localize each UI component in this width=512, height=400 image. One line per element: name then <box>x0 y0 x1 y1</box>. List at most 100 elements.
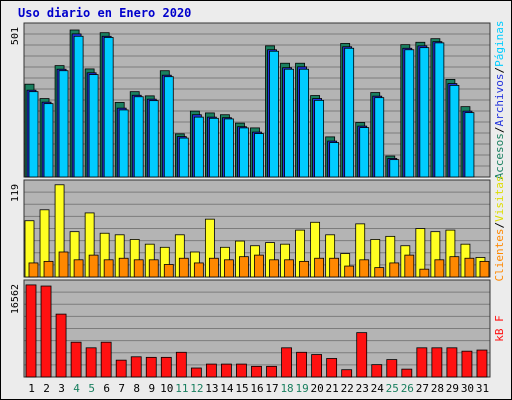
bar-kbf-day-24 <box>371 364 383 378</box>
day-label-18: 18 <box>280 382 293 395</box>
bar-clientes-day-30 <box>464 257 475 278</box>
bar-kbf-day-22 <box>341 369 353 378</box>
bar-kbf-day-20 <box>311 354 323 378</box>
bar-pginas-day-29 <box>449 84 460 178</box>
bar-pginas-day-4 <box>73 35 84 178</box>
day-label-17: 17 <box>265 382 278 395</box>
bar-kbf-day-16 <box>251 365 262 378</box>
bar-kbf-day-29 <box>446 347 458 378</box>
day-label-8: 8 <box>133 382 140 395</box>
bar-clientes-day-20 <box>314 257 325 278</box>
bar-pginas-day-10 <box>163 76 174 178</box>
bar-pginas-day-2 <box>43 103 54 178</box>
bar-clientes-day-11 <box>178 257 189 278</box>
bar-pginas-day-25 <box>389 159 400 178</box>
bar-clientes-day-7 <box>118 257 129 278</box>
bar-kbf-day-11 <box>175 351 187 378</box>
bar-kbf-day-30 <box>461 350 473 378</box>
bar-kbf-day-23 <box>356 332 368 378</box>
bar-pginas-day-19 <box>299 68 309 178</box>
bar-pginas-day-24 <box>374 97 385 178</box>
day-label-15: 15 <box>235 382 248 395</box>
bar-clientes-day-26 <box>404 254 415 278</box>
legend-panel-2-part: Visitas <box>493 176 506 222</box>
bar-clientes-day-12 <box>193 262 204 278</box>
bar-pginas-day-6 <box>103 37 114 178</box>
bar-pginas-day-23 <box>359 127 370 178</box>
legend-panel-1-part: Páginas <box>493 21 506 67</box>
bar-pginas-day-15 <box>239 127 249 178</box>
panel-3-max-label: 16562 <box>10 284 21 314</box>
day-label-11: 11 <box>175 382 188 395</box>
bar-kbf-day-10 <box>160 356 172 378</box>
bar-pginas-day-30 <box>464 112 475 178</box>
legend-panel-2-part: / <box>493 222 506 229</box>
bar-clientes-day-24 <box>374 267 385 278</box>
day-label-16: 16 <box>250 382 263 395</box>
bar-kbf-day-18 <box>281 347 292 378</box>
day-label-31: 31 <box>476 382 489 395</box>
legend-panel-1-part: / <box>493 67 506 74</box>
bar-pginas-day-17 <box>269 50 279 178</box>
bar-pginas-day-7 <box>118 109 129 178</box>
day-label-4: 4 <box>73 382 80 395</box>
day-label-10: 10 <box>160 382 173 395</box>
bar-pginas-day-14 <box>224 118 234 178</box>
bar-clientes-day-17 <box>269 259 279 278</box>
day-label-19: 19 <box>295 382 308 395</box>
bar-kbf-day-17 <box>266 365 277 378</box>
bar-kbf-day-27 <box>416 347 428 378</box>
bar-pginas-day-20 <box>314 99 325 178</box>
legend-panel-2: Clientes/Visitas <box>493 176 506 282</box>
bar-clientes-day-28 <box>434 259 445 278</box>
bar-pginas-day-21 <box>329 142 340 178</box>
bar-clientes-day-16 <box>254 254 264 278</box>
legend-panel-3: kB F <box>493 315 506 342</box>
bar-clientes-day-2 <box>43 260 54 278</box>
day-label-29: 29 <box>446 382 459 395</box>
bar-pginas-day-5 <box>88 74 99 178</box>
bar-clientes-day-4 <box>73 259 84 278</box>
bar-kbf-day-5 <box>85 347 97 378</box>
day-label-20: 20 <box>311 382 324 395</box>
chart-title: Uso diario en Enero 2020 <box>18 6 192 20</box>
bar-pginas-day-27 <box>419 47 430 178</box>
day-label-30: 30 <box>461 382 474 395</box>
bar-kbf-day-1 <box>25 284 37 378</box>
panel-1-max-label: 501 <box>10 27 21 45</box>
day-label-13: 13 <box>205 382 218 395</box>
bar-pginas-day-9 <box>148 100 159 178</box>
bar-kbf-day-4 <box>70 341 82 378</box>
bar-kbf-day-19 <box>296 351 307 378</box>
day-label-24: 24 <box>371 382 385 395</box>
day-label-12: 12 <box>190 382 203 395</box>
day-label-28: 28 <box>431 382 444 395</box>
bar-kbf-day-15 <box>236 363 247 378</box>
bar-kbf-day-12 <box>190 367 202 378</box>
day-label-9: 9 <box>148 382 155 395</box>
day-label-2: 2 <box>43 382 50 395</box>
bar-clientes-day-21 <box>329 257 340 278</box>
bar-kbf-day-31 <box>476 349 488 378</box>
bar-kbf-day-14 <box>221 363 232 378</box>
bar-kbf-day-7 <box>115 359 127 378</box>
bar-clientes-day-8 <box>133 259 144 278</box>
bar-pginas-day-12 <box>193 116 204 178</box>
bar-pginas-day-22 <box>344 47 355 178</box>
bar-clientes-day-27 <box>419 268 430 278</box>
day-label-25: 25 <box>386 382 399 395</box>
legend-panel-3-part: kB F <box>493 315 506 342</box>
bar-kbf-day-3 <box>55 313 67 378</box>
bar-clientes-day-14 <box>224 259 234 278</box>
day-label-26: 26 <box>401 382 414 395</box>
bar-clientes-day-1 <box>28 262 39 278</box>
day-label-3: 3 <box>58 382 65 395</box>
day-label-7: 7 <box>118 382 125 395</box>
panel-2-max-label: 119 <box>10 184 21 202</box>
bar-pginas-day-1 <box>28 91 39 178</box>
day-label-21: 21 <box>326 382 339 395</box>
day-label-27: 27 <box>416 382 429 395</box>
bar-pginas-day-28 <box>434 42 445 178</box>
bar-pginas-day-16 <box>254 133 264 178</box>
bar-clientes-day-23 <box>359 259 370 278</box>
